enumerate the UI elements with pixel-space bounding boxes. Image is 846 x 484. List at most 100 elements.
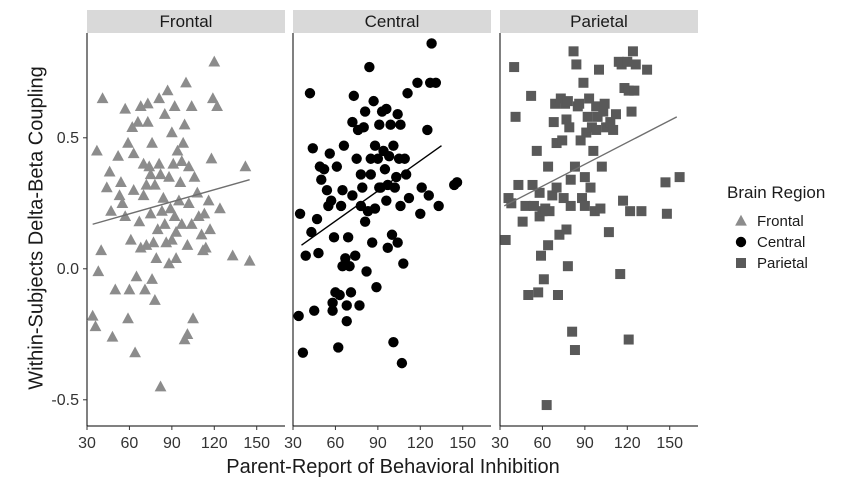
legend-label-parietal: Parietal [757,255,808,272]
data-point [551,182,562,193]
data-point [127,147,140,159]
data-point [642,64,653,75]
data-point [357,182,368,193]
legend: Brain Region Frontal Central Parietal [727,183,825,272]
y-tick-label: -0.5 [51,392,79,409]
data-point [153,92,166,104]
data-point [510,111,521,122]
data-point [188,170,201,182]
data-point [500,234,511,245]
data-point [361,266,372,277]
data-point [565,200,576,211]
x-tick-label: 90 [369,435,387,452]
strip-label: Parietal [570,12,628,31]
data-point [509,62,520,73]
data-point [180,76,192,88]
y-tick-label: 0.0 [57,261,79,278]
data-point [388,336,399,348]
data-point [351,153,362,164]
data-point [328,232,340,243]
data-point [402,88,413,99]
data-point [335,200,347,212]
data-point [294,208,306,219]
data-point [304,88,316,99]
x-tick-label: 30 [491,435,509,452]
data-point [355,169,367,180]
data-point [338,140,350,151]
data-point [412,77,423,88]
data-point [316,174,327,185]
data-point [615,269,626,280]
data-point [321,185,333,196]
data-point [534,187,545,198]
data-point [558,193,569,204]
data-point [543,161,554,172]
data-point [399,153,410,164]
data-point [415,208,426,219]
data-point [395,200,406,212]
data-point [154,168,167,180]
data-point [526,90,537,101]
legend-key-central [735,236,747,248]
data-point [541,400,552,411]
data-point [568,46,579,57]
data-point [589,206,600,217]
data-point [174,176,187,187]
data-point [523,290,534,300]
data-point [130,270,143,282]
data-point [96,92,109,104]
data-point [626,106,637,117]
data-point [385,119,396,130]
x-axis-title: Parent-Report of Behavioral Inhibition [226,456,560,478]
data-point [348,90,360,102]
data-point [185,100,198,112]
panel-central: Central 30 60 90 120 150 [284,10,491,452]
x-tick-label: 150 [449,435,476,452]
data-point [543,240,554,251]
data-point [148,178,161,190]
data-point [327,305,338,316]
data-point [601,122,612,133]
data-point [211,100,224,112]
data-point [313,247,324,259]
data-point [341,300,352,311]
strip-background [293,10,491,33]
x-tick-label: 150 [656,435,683,452]
data-point [622,56,633,67]
x-tick-label: 120 [407,435,434,452]
data-point [588,145,599,156]
data-point [533,287,544,298]
data-point [627,46,638,57]
data-point [158,108,171,119]
trend-line [92,179,250,225]
data-point [154,380,167,392]
data-point [575,135,586,146]
data-point [623,334,634,345]
data-point [534,211,545,222]
data-point [567,326,578,337]
data-point [531,145,542,156]
data-point [344,260,355,272]
data-point [123,283,136,295]
data-point [594,64,604,75]
data-point [674,172,685,183]
data-point [116,197,129,208]
data-point [341,316,352,327]
data-point [585,182,596,193]
data-point [163,170,175,182]
data-point [599,98,610,109]
data-point [618,195,629,206]
data-point [181,328,194,339]
data-point [381,195,392,206]
data-point [551,138,562,149]
data-point [591,124,602,135]
data-point [208,55,221,67]
data-point [178,118,191,130]
data-point [306,226,317,238]
y-axis-title: Within-Subjects Delta-Beta Coupling [25,66,47,390]
x-tick-label: 150 [243,435,270,452]
data-point [625,206,636,217]
data-point [325,195,337,206]
data-point [337,185,348,196]
data-point [293,310,304,322]
